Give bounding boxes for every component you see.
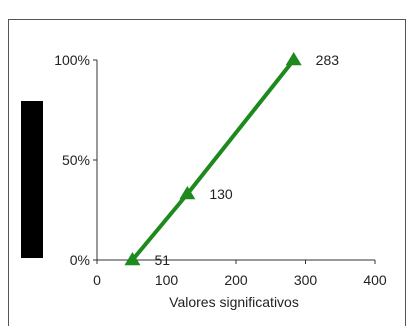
x-tick-label: 400: [363, 272, 387, 288]
x-tick-label: 300: [294, 272, 318, 288]
y-tick-label: 100%: [54, 52, 90, 68]
data-label: 283: [316, 52, 340, 68]
x-ticks: 0 100 200 300 400: [93, 260, 387, 288]
series-line: [130, 58, 296, 262]
x-tick-label: 100: [155, 272, 179, 288]
x-tick-label: 0: [93, 272, 101, 288]
triangle-marker: [179, 186, 196, 200]
y-tick-label: 50%: [62, 152, 90, 168]
y-tick-label: 0%: [70, 252, 90, 268]
series-group: 51 130 283: [124, 52, 339, 268]
x-axis-title: Valores significativos: [169, 294, 299, 310]
triangle-marker: [124, 252, 141, 266]
x-tick-label: 200: [224, 272, 248, 288]
triangle-marker: [285, 52, 302, 66]
legend-color-bar: [21, 101, 43, 258]
chart-axes: [96, 60, 375, 261]
data-label: 51: [154, 252, 170, 268]
data-label: 130: [209, 186, 233, 202]
chart-frame: [8, 19, 406, 326]
y-ticks: 0% 50% 100%: [54, 52, 97, 268]
